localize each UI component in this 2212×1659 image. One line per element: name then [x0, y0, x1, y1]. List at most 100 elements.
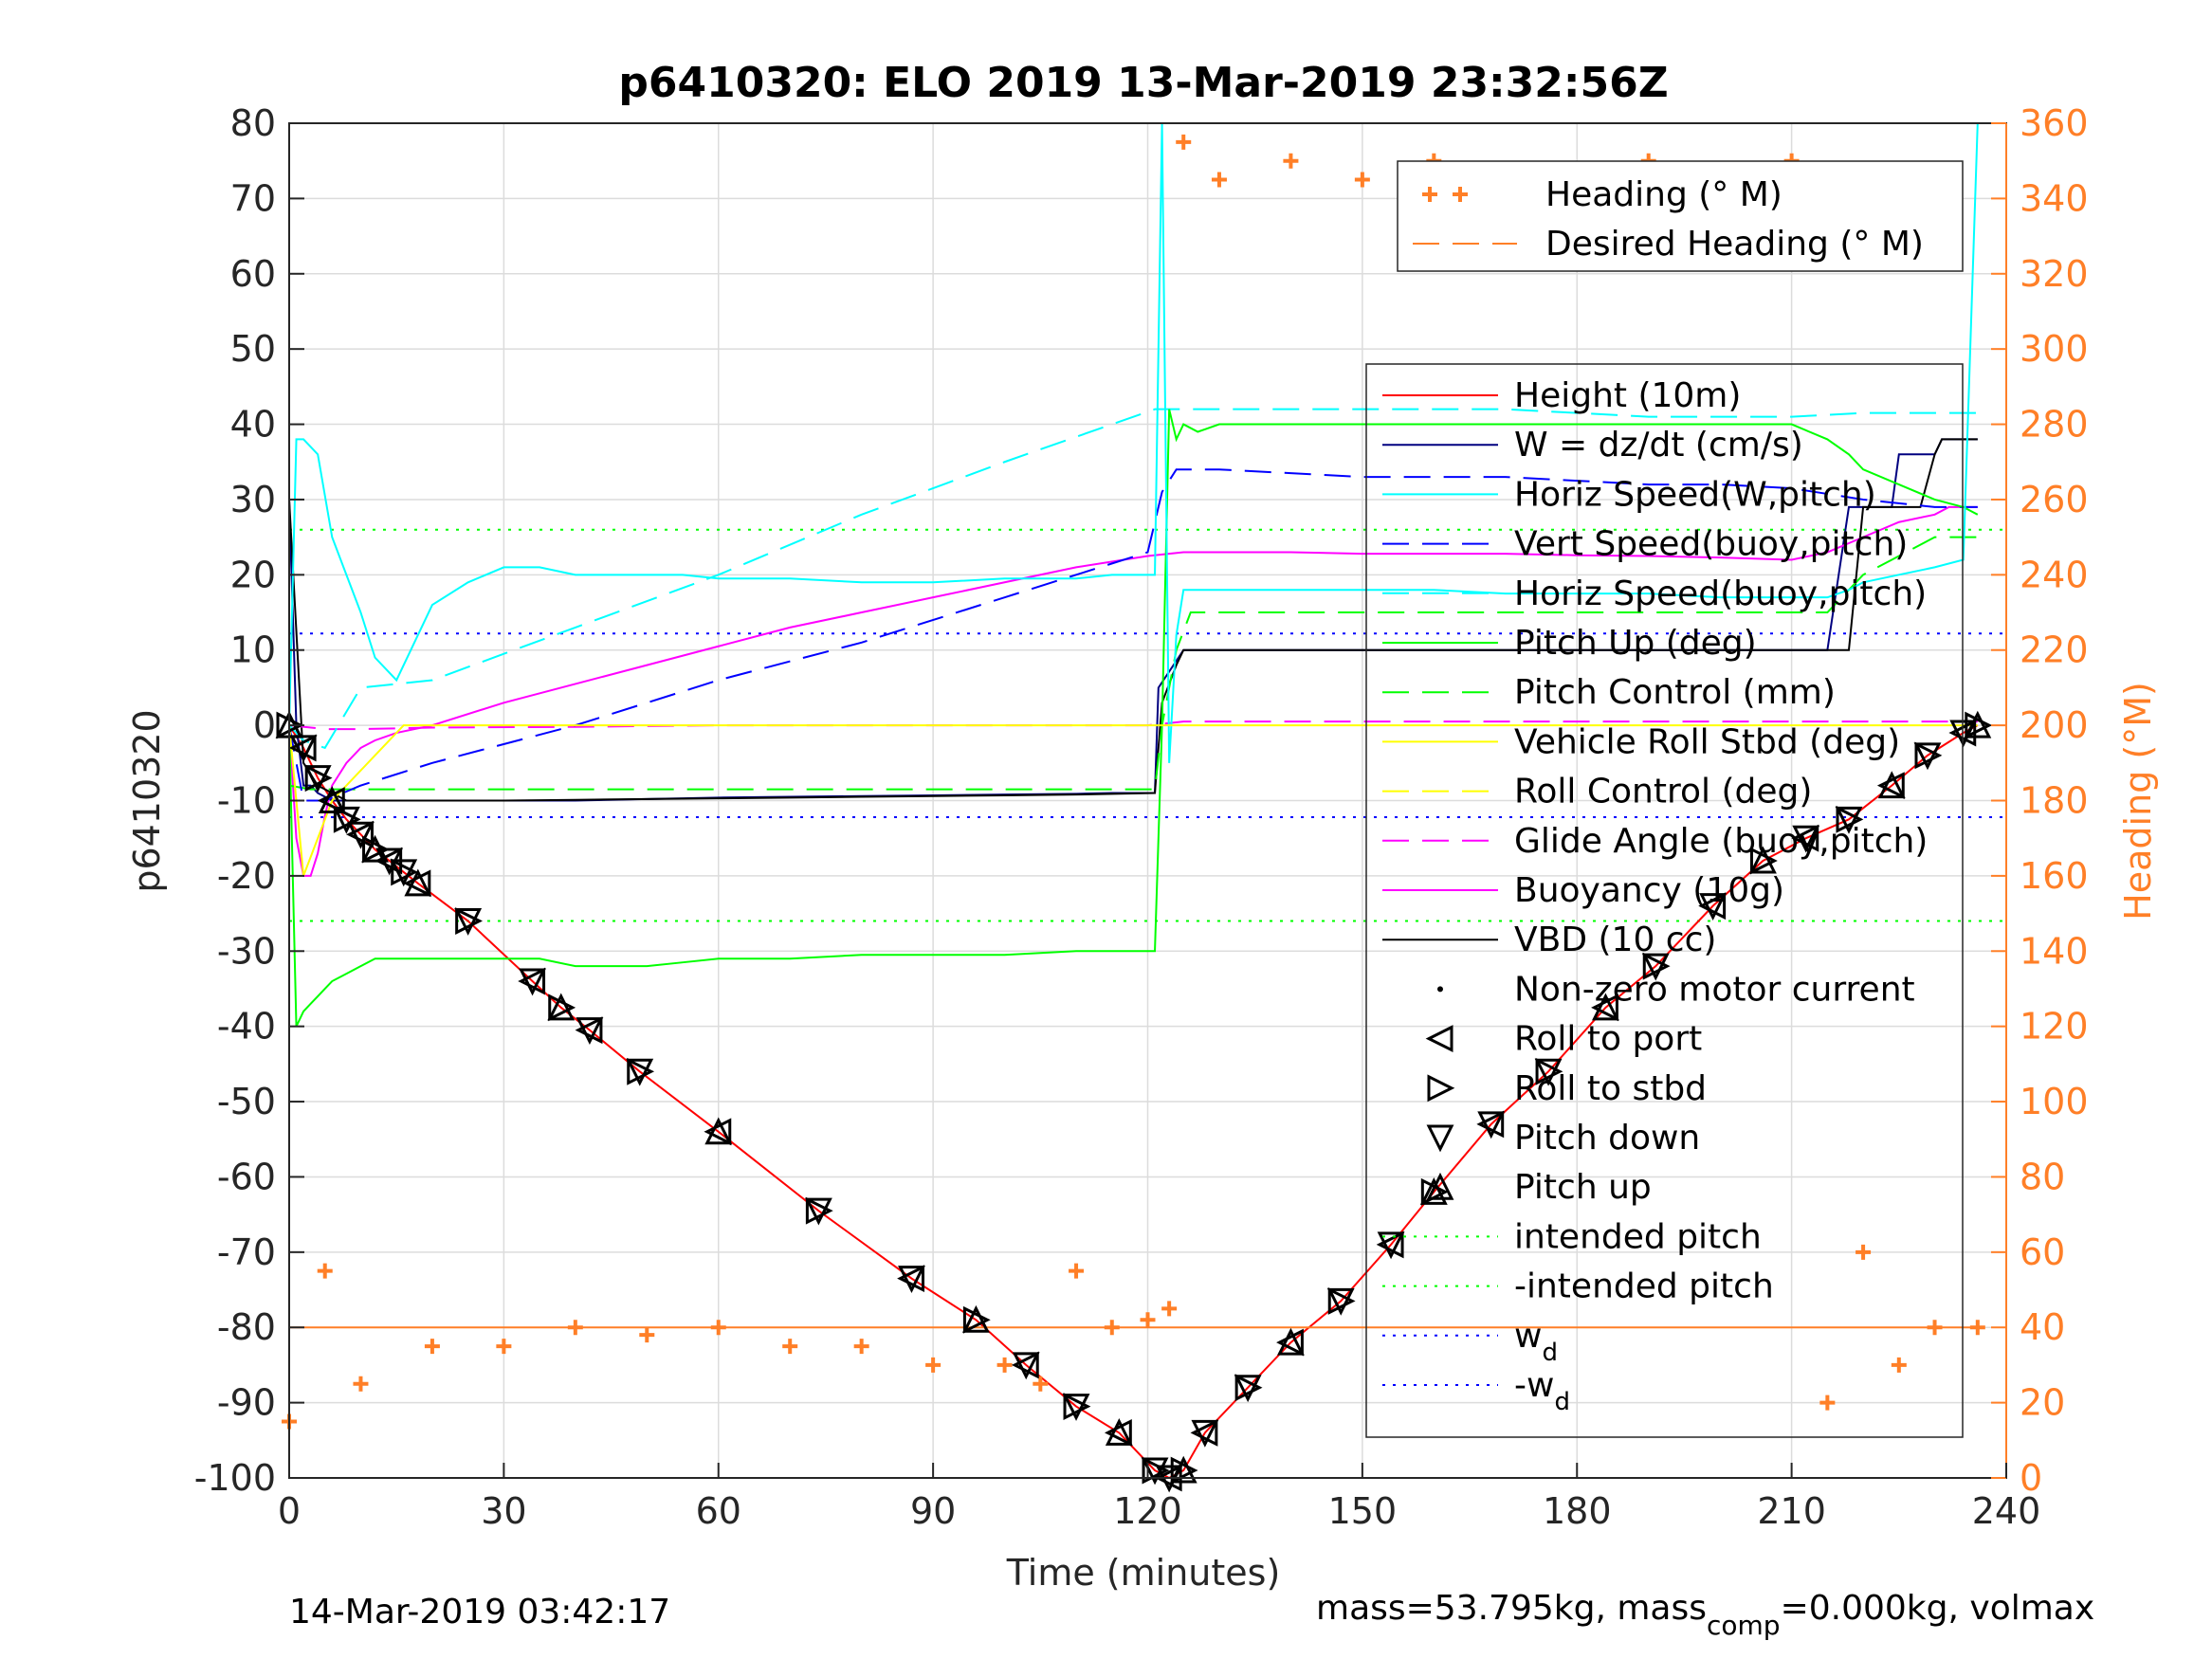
- heading-point: [496, 1339, 512, 1355]
- marker-roll-up: [318, 786, 346, 813]
- x-tick-label: 60: [696, 1490, 741, 1532]
- marker-roll-left: [704, 1118, 732, 1146]
- marker-roll-left: [897, 1265, 924, 1293]
- y-tick-label: -100: [194, 1457, 276, 1499]
- marker-roll-right: [455, 907, 484, 935]
- marker-roll-right: [1063, 1393, 1091, 1421]
- y2-tick-label: 220: [2020, 629, 2089, 671]
- footer-date: 14-Mar-2019 03:42:17: [289, 1593, 670, 1632]
- legend-entry: Pitch down: [1426, 1119, 1700, 1158]
- legend-heading-marker: [1453, 187, 1468, 202]
- heading-point: [353, 1376, 369, 1392]
- legend-label-text: Non-zero motor current: [1514, 970, 1915, 1009]
- marker-roll-left: [403, 869, 431, 898]
- marker-roll-up: [1426, 1172, 1454, 1200]
- legend-entry: wd: [1382, 1317, 1558, 1367]
- marker-roll-up: [1592, 993, 1619, 1021]
- y-axis-ticks: 80 70 60 50 40 30 20 10 0 -10 -20 -30 -40 -50 -60 -70 -8…: [194, 102, 304, 1499]
- legend-main-box: [1365, 363, 1964, 1438]
- series-horiz-speed-w-pitch: [288, 122, 1979, 763]
- legend-heading-label: Heading (° M): [1545, 175, 1782, 214]
- heading-point: [317, 1263, 333, 1279]
- marker-roll-down: [1913, 742, 1942, 771]
- marker-roll-down: [898, 1266, 925, 1293]
- y2-tick-label: 240: [2020, 554, 2089, 595]
- legend-entry: -intended pitch: [1382, 1267, 1774, 1306]
- legend-label-text: Buoyancy (10g): [1514, 871, 1784, 910]
- x-tick-label: 210: [1757, 1490, 1826, 1532]
- x-tick-label: 30: [481, 1490, 526, 1532]
- legend-label-text: VBD (10 cc): [1514, 921, 1716, 959]
- marker-roll-right: [1234, 1374, 1263, 1402]
- y-tick-label: 10: [230, 629, 276, 671]
- heading-point: [925, 1357, 941, 1373]
- marker-roll-right: [1965, 711, 1993, 739]
- x-tick-label: 0: [278, 1490, 301, 1532]
- legend-label-sub: d: [1542, 1339, 1558, 1367]
- legend-label: W = dz/dt (cm/s): [1514, 426, 1803, 465]
- marker-roll-left: [1876, 772, 1905, 800]
- legend-label-text: Pitch up: [1514, 1168, 1652, 1207]
- marker-roll-down: [1012, 1352, 1040, 1380]
- marker-roll-right: [1749, 847, 1778, 875]
- marker-roll-left: [288, 734, 317, 762]
- y-tick-label: -90: [217, 1382, 276, 1424]
- marker-roll-right: [1836, 805, 1864, 833]
- marker-roll-up: [1877, 771, 1906, 799]
- series-vbd-10-cc: [288, 438, 1978, 802]
- marker-roll-up: [1105, 1418, 1133, 1446]
- series-vert-speed-buoy-pitch: [288, 468, 1978, 802]
- marker-roll-up: [704, 1117, 733, 1145]
- legend-label-text: Vehicle Roll Stbd (deg): [1514, 722, 1900, 761]
- y2-axis-ticks: 3603403203002802602402202001801601401201…: [1991, 102, 2089, 1499]
- legend-label: Pitch Up (deg): [1514, 624, 1757, 663]
- y2-tick-label: 100: [2020, 1081, 2089, 1122]
- marker-roll-left: [1276, 1328, 1304, 1357]
- series-layer: [282, 122, 2006, 1480]
- y-tick-label: 0: [253, 704, 276, 746]
- legend-label: wd: [1514, 1317, 1558, 1367]
- y2-tick-label: 160: [2020, 855, 2089, 897]
- y-tick-label: 40: [230, 404, 276, 446]
- series-horiz-speed-buoy-pitch: [288, 408, 1978, 750]
- marker-roll-down: [576, 1017, 604, 1045]
- legend-label: Horiz Speed(buoy,pitch): [1514, 574, 1927, 613]
- marker-roll-left: [1376, 1231, 1404, 1259]
- legend-label-text: Vert Speed(buoy,pitch): [1514, 525, 1908, 564]
- heading-point: [1283, 153, 1299, 169]
- marker-roll-up: [961, 1304, 990, 1333]
- heading-point: [1211, 172, 1227, 188]
- y-tick-label: -10: [217, 780, 276, 822]
- y2-tick-label: 180: [2020, 780, 2089, 822]
- legend-entry: Roll to stbd: [1427, 1069, 1707, 1108]
- marker-roll-down: [1835, 806, 1863, 834]
- y-tick-label: 30: [230, 479, 276, 520]
- marker-roll-down: [1792, 825, 1820, 853]
- legend-label: Roll Control (deg): [1514, 773, 1812, 811]
- y-tick-label: -20: [217, 855, 276, 897]
- marker-roll-left: [518, 967, 546, 995]
- marker-roll-down: [519, 968, 546, 996]
- legend-entry: Glide Angle (buoy,pitch): [1382, 822, 1928, 861]
- legend-label: Buoyancy (10g): [1514, 871, 1784, 910]
- marker-roll-down: [454, 908, 483, 936]
- marker-roll-down: [1699, 893, 1728, 921]
- marker-roll-left: [317, 787, 345, 814]
- legend-label-text: Height (10m): [1514, 376, 1741, 415]
- legend-entry: Pitch up: [1426, 1168, 1652, 1207]
- heading-point: [1069, 1263, 1085, 1279]
- marker-roll-down: [303, 765, 332, 793]
- legend-label: Roll to port: [1514, 1020, 1702, 1059]
- marker-roll-down: [1062, 1394, 1090, 1421]
- heading-point: [853, 1339, 869, 1355]
- y-tick-label: -80: [217, 1306, 276, 1348]
- marker-roll-left: [1190, 1418, 1218, 1447]
- legend-heading-marker: [1422, 187, 1437, 202]
- y-tick-label: -30: [217, 930, 276, 972]
- series-height-10m: [288, 724, 1979, 1480]
- marker-roll-down: [1426, 1124, 1454, 1153]
- y-tick-label: 80: [230, 102, 276, 144]
- legend-label: Glide Angle (buoy,pitch): [1514, 822, 1928, 861]
- footer-mass-main: mass=53.795kg, mass: [1316, 1589, 1707, 1628]
